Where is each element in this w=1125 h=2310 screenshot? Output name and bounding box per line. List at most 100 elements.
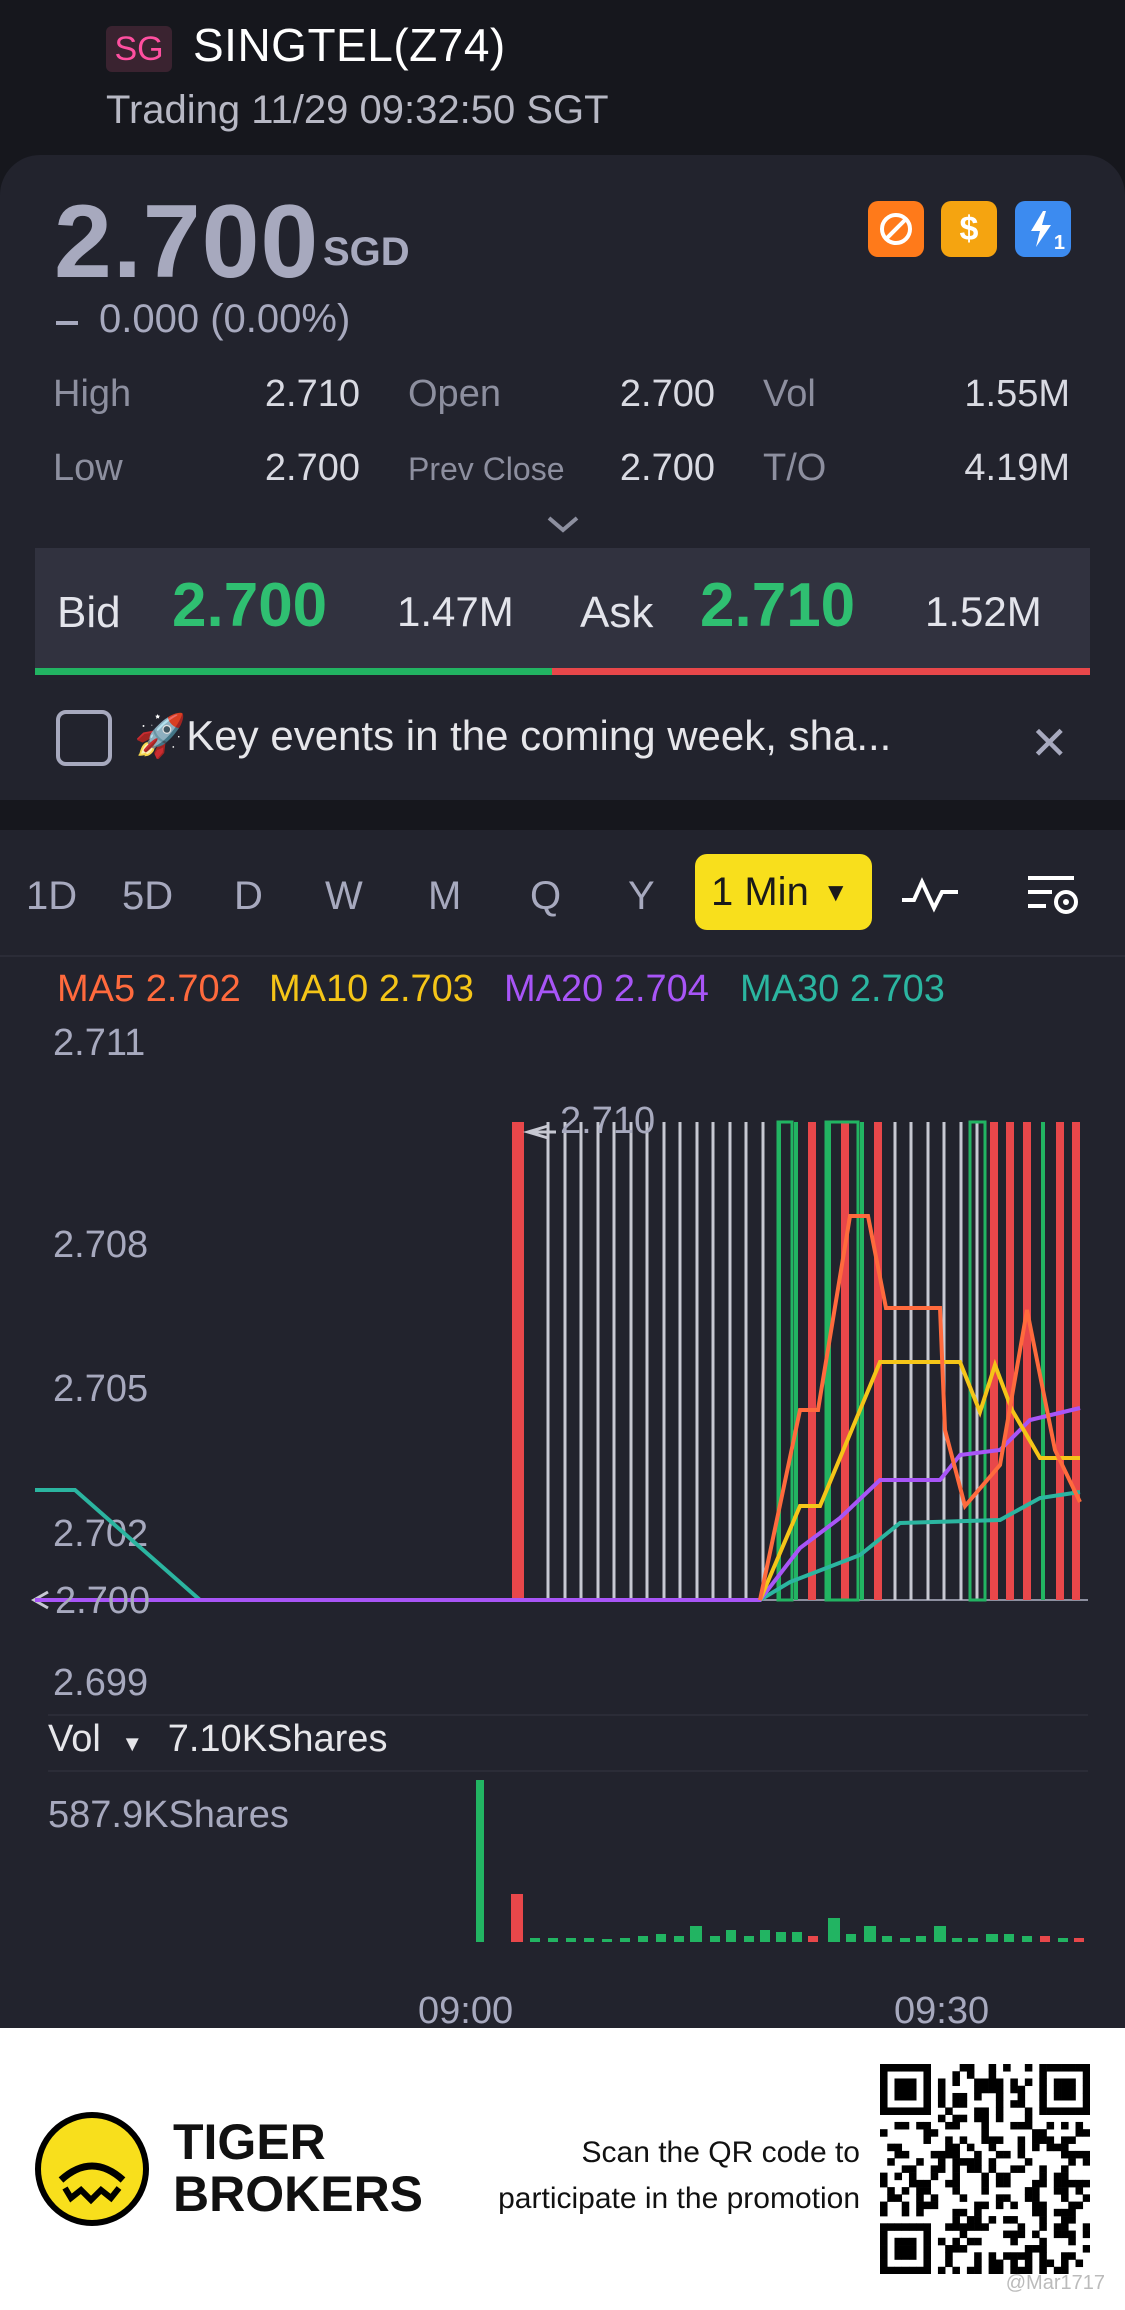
- tab-1d[interactable]: 1D: [26, 874, 78, 918]
- tab-y[interactable]: Y: [628, 874, 655, 918]
- volume-bar: [638, 1936, 648, 1942]
- volume-bar: [726, 1930, 736, 1942]
- volume-bar: [566, 1938, 576, 1942]
- volume-bar: [986, 1934, 998, 1942]
- tab-q[interactable]: Q: [530, 874, 562, 918]
- volume-bar: [530, 1938, 540, 1942]
- ma10-line: [758, 1358, 1080, 1601]
- stat-value-high: 2.710: [264, 373, 360, 415]
- volume-bar: [620, 1938, 630, 1942]
- volume-label: Vol: [48, 1718, 101, 1760]
- stat-label-low: Low: [53, 447, 123, 489]
- brand-name: TIGER BROKERS: [173, 2116, 423, 2220]
- volume-indicator-selector[interactable]: Vol ▼ 7.10KShares: [48, 1718, 387, 1761]
- tab-m[interactable]: M: [428, 874, 462, 918]
- ma5-legend: MA5 2.702: [57, 968, 241, 1010]
- volume-bar: [1022, 1936, 1032, 1942]
- volume-current: 7.10KShares: [167, 1718, 388, 1760]
- volume-chart[interactable]: [0, 830, 1125, 2028]
- volume-bar: [934, 1926, 946, 1942]
- volume-bar: [690, 1926, 702, 1942]
- ask-size: 1.52M: [925, 588, 1042, 635]
- stat-label-high: High: [53, 373, 132, 415]
- candle: [512, 1122, 524, 1600]
- volume-bar: [476, 1780, 484, 1942]
- volume-bar: [511, 1894, 523, 1942]
- tab-d[interactable]: D: [234, 874, 263, 918]
- volume-bar: [674, 1936, 684, 1942]
- key-events-banner[interactable]: 🚀Key events in the coming week, sha...: [134, 712, 892, 759]
- volume-bar: [656, 1934, 666, 1942]
- volume-bar: [846, 1934, 856, 1942]
- close-icon[interactable]: ✕: [1030, 717, 1069, 769]
- last-price: 2.700: [54, 184, 320, 300]
- caret-down-icon: ▼: [822, 876, 849, 907]
- bid-ratio-bar: [35, 668, 552, 675]
- chart-card: 1D 5D D W M Q Y 1 Min ▼ MA5 2.702 MA10 2…: [0, 830, 1125, 2032]
- brand-line-2: BROKERS: [173, 2166, 424, 2222]
- no-short-icon[interactable]: [868, 201, 924, 257]
- volume-bar: [710, 1936, 720, 1942]
- ma30-legend: MA30 2.703: [740, 968, 945, 1010]
- volume-bar: [864, 1926, 876, 1942]
- tab-5d[interactable]: 5D: [122, 874, 174, 918]
- y-tick-label: 2.708: [53, 1224, 149, 1266]
- qr-code[interactable]: [880, 2064, 1090, 2274]
- flat-change-icon: [56, 321, 78, 325]
- stock-name[interactable]: SINGTEL(Z74): [193, 19, 506, 71]
- volume-bar: [1058, 1938, 1068, 1942]
- ask-price: 2.710: [700, 571, 856, 640]
- y-tick-label: 2.705: [53, 1368, 149, 1410]
- ma5-line: [758, 1214, 1082, 1601]
- candle: [776, 1120, 794, 1602]
- price-change: 0.000 (0.00%): [99, 297, 351, 341]
- caret-down-icon: ▼: [121, 1731, 144, 1756]
- ask-ratio-bar: [552, 668, 1090, 675]
- bid-ask-panel[interactable]: Bid 2.700 1.47M Ask 2.710 1.52M: [35, 548, 1090, 672]
- volume-bar: [744, 1936, 754, 1942]
- dollar-icon[interactable]: $: [941, 201, 997, 257]
- volume-bar: [952, 1938, 962, 1942]
- promo-line-2: participate in the promotion: [498, 2182, 860, 2215]
- quote-card: 2.700 SGD 0.000 (0.00%) $ 1 High 2.710 O…: [0, 155, 1125, 800]
- promo-text: Scan the QR code to participate in the p…: [498, 2130, 860, 2222]
- brand-line-1: TIGER: [173, 2114, 326, 2170]
- indicator-wave-icon[interactable]: [900, 874, 960, 914]
- ma30-line: [35, 1488, 1081, 1602]
- bid-label: Bid: [57, 588, 121, 637]
- chart-settings-icon[interactable]: [1024, 870, 1084, 920]
- candle: [968, 1120, 987, 1602]
- promo-line-1: Scan the QR code to: [581, 2136, 861, 2169]
- volume-bar: [776, 1932, 786, 1942]
- y-tick-label: 2.699: [53, 1662, 149, 1704]
- price-chart[interactable]: [0, 830, 1125, 2028]
- volume-bar: [760, 1930, 770, 1942]
- header: SG SINGTEL(Z74) Trading 11/29 09:32:50 S…: [0, 0, 1125, 160]
- ma20-legend: MA20 2.704: [504, 968, 709, 1010]
- volume-bar: [1074, 1938, 1084, 1942]
- bid-price: 2.700: [172, 571, 328, 640]
- high-price-marker: 2.710: [560, 1100, 656, 1142]
- stat-value-vol: 1.55M: [964, 373, 1070, 415]
- tab-w[interactable]: W: [325, 874, 363, 918]
- volume-bar: [1004, 1934, 1014, 1942]
- volume-bar: [882, 1936, 892, 1942]
- volume-bar: [916, 1936, 926, 1942]
- stat-value-prev-close: 2.700: [619, 447, 715, 489]
- stat-label-turnover: T/O: [763, 447, 827, 489]
- market-badge: SG: [106, 26, 172, 72]
- volume-bar: [900, 1938, 910, 1942]
- stat-label-vol: Vol: [763, 373, 816, 415]
- tab-1min[interactable]: 1 Min ▼: [695, 854, 872, 930]
- chevron-down-icon[interactable]: [545, 510, 581, 538]
- trading-status: Trading 11/29 09:32:50 SGT: [106, 88, 609, 132]
- lightning-icon[interactable]: 1: [1015, 201, 1071, 257]
- currency: SGD: [323, 230, 410, 274]
- stat-value-low: 2.700: [264, 447, 360, 489]
- x-tick-label: 09:30: [894, 1990, 990, 2032]
- volume-bar: [808, 1936, 818, 1942]
- volume-bar: [1040, 1936, 1050, 1942]
- tiger-logo: [35, 2112, 149, 2226]
- x-tick-label: 09:00: [418, 1990, 514, 2032]
- stat-value-turnover: 4.19M: [964, 447, 1070, 489]
